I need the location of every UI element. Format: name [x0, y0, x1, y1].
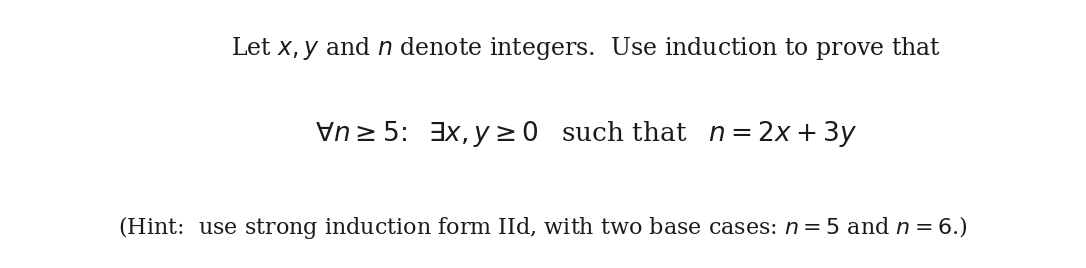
Text: $\forall n \geq 5\!:\;\; \exists x, y \geq 0 \;\;$ such that $\;\; n = 2x + 3y$: $\forall n \geq 5\!:\;\; \exists x, y \g… [315, 119, 857, 149]
Text: (Hint:  use strong induction form IId, with two base cases: $n = 5$ and $n = 6$.: (Hint: use strong induction form IId, wi… [118, 214, 968, 241]
Text: Let $x, y$ and $n$ denote integers.  Use induction to prove that: Let $x, y$ and $n$ denote integers. Use … [231, 35, 942, 62]
